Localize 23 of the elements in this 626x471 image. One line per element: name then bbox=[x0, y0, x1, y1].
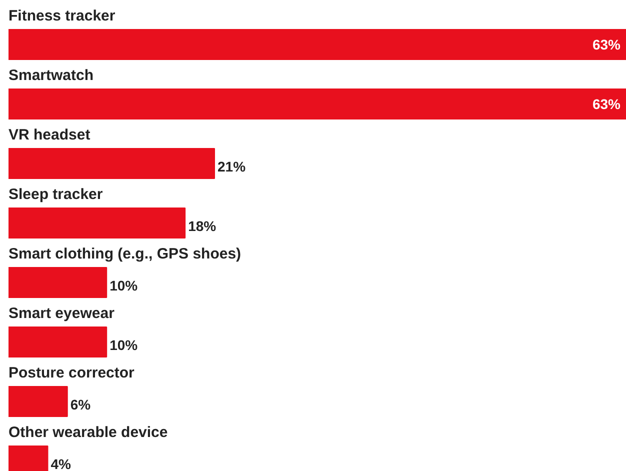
data-label: 18% bbox=[188, 218, 217, 234]
bar bbox=[8, 88, 626, 120]
bar bbox=[8, 267, 108, 298]
y-tick-label: Smart eyewear bbox=[8, 305, 115, 322]
data-label: 4% bbox=[50, 456, 72, 471]
y-tick-label: Fitness tracker bbox=[8, 8, 116, 24]
y-tick-label: Smartwatch bbox=[8, 67, 94, 84]
data-label: 63% bbox=[592, 96, 622, 112]
data-label: 10% bbox=[110, 278, 138, 294]
bar bbox=[8, 386, 68, 417]
y-tick-label: Other wearable device bbox=[8, 424, 168, 441]
data-label: 6% bbox=[70, 396, 92, 412]
bar bbox=[8, 326, 108, 358]
data-label: 63% bbox=[592, 36, 622, 52]
data-label: 21% bbox=[218, 158, 246, 174]
y-tick-label: Sleep tracker bbox=[8, 186, 103, 203]
y-tick-label: Posture corrector bbox=[8, 364, 135, 382]
bar bbox=[8, 208, 186, 238]
bar bbox=[8, 29, 626, 60]
bar bbox=[8, 148, 215, 179]
data-label: 10% bbox=[110, 337, 138, 353]
y-tick-label: VR headset bbox=[8, 126, 90, 144]
y-tick-label: Smart clothing (e.g., GPS shoes) bbox=[8, 246, 242, 262]
